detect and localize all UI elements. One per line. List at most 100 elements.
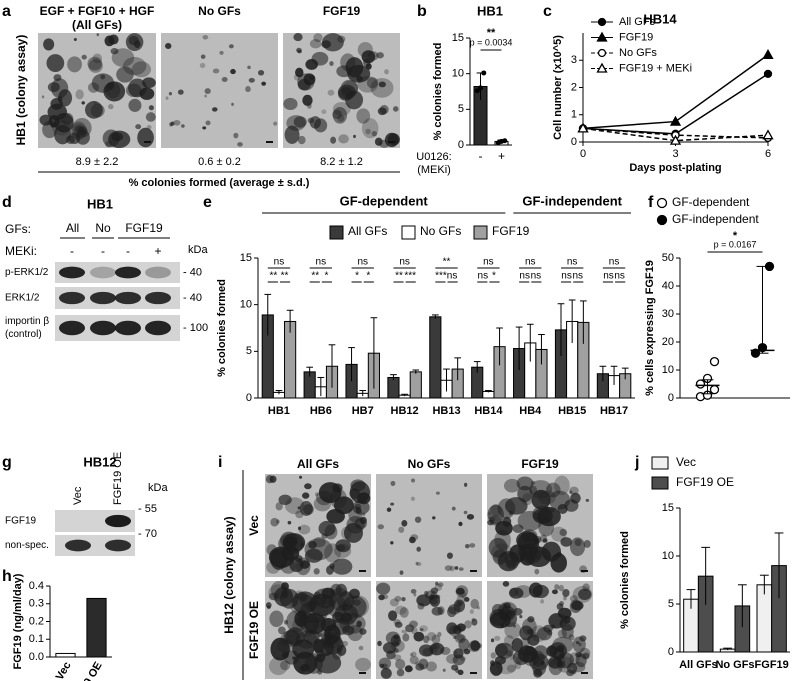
colony: [469, 543, 476, 548]
y-tick-label: 1: [571, 109, 577, 121]
colony: [313, 33, 323, 43]
legend-marker: [596, 31, 608, 42]
colony: [476, 606, 480, 610]
colony: [579, 635, 587, 642]
blot-band: [115, 320, 141, 336]
row-label: HB1 (colony assay): [14, 35, 28, 146]
colony: [88, 59, 103, 73]
legend-label: No GFs: [619, 47, 657, 59]
bar: [429, 316, 442, 399]
colony: [280, 660, 291, 671]
significance: *: [355, 271, 359, 282]
colony: [401, 519, 408, 527]
colony: [377, 640, 382, 647]
colony: [453, 648, 464, 659]
colony: [331, 558, 353, 575]
y-tick-label: 0.4: [29, 580, 44, 592]
panel-letter: h: [2, 568, 12, 585]
colony: [495, 642, 514, 659]
legend-label: All GFs: [619, 16, 656, 28]
blot-row-label: non-spec.: [5, 540, 49, 551]
bar: [284, 320, 297, 399]
colony: [312, 638, 325, 653]
significance: ***: [435, 271, 447, 282]
colony: [494, 529, 511, 551]
significance: ***: [404, 271, 416, 282]
colony: [502, 516, 512, 527]
colony: [81, 101, 85, 105]
colony: [332, 106, 348, 124]
colony: [413, 593, 417, 597]
colony: [297, 135, 306, 145]
lane-sign: +: [154, 244, 161, 258]
blot-band: [59, 291, 85, 305]
colony: [394, 140, 398, 144]
colony: [323, 633, 337, 646]
blot-band: [145, 291, 171, 305]
legend-label: Vec: [676, 455, 696, 469]
panel-letter: g: [2, 454, 12, 471]
blot-title: HB12: [83, 454, 116, 469]
colony: [314, 118, 328, 133]
colony: [415, 663, 425, 671]
significance: ns: [531, 271, 542, 282]
marker: [762, 48, 774, 59]
lane-sign: -: [126, 244, 130, 258]
row-label: FGF19 OE: [247, 601, 261, 659]
x-tick-label: 0: [580, 148, 586, 160]
colony: [393, 654, 402, 661]
colony: [313, 568, 320, 575]
blot-band: [115, 266, 141, 279]
colony: [401, 596, 406, 602]
row-header: GFs:: [5, 222, 31, 236]
colony: [108, 34, 119, 45]
colony: [519, 614, 523, 619]
colony: [394, 621, 403, 628]
legend-marker: [597, 48, 607, 58]
y-tick-label: 0: [458, 139, 464, 151]
x-tick-label: All GFs: [679, 659, 718, 671]
colony: [437, 582, 444, 587]
colony: [401, 629, 405, 634]
blot-row-label: importin β: [5, 316, 49, 327]
panel-letter: f: [648, 194, 654, 211]
colony: [359, 628, 367, 635]
significance: *: [492, 271, 496, 282]
marker: [669, 115, 682, 126]
colony: [453, 599, 466, 613]
colony: [43, 38, 55, 51]
y-axis-label: % colonies formed: [216, 279, 228, 377]
colony: [268, 546, 295, 568]
colony: [87, 56, 103, 71]
y-axis-label: % colonies formed: [619, 531, 631, 629]
x-tick-label: Vec: [54, 660, 74, 681]
colony: [409, 655, 419, 665]
colony: [50, 78, 69, 99]
colony: [490, 660, 495, 667]
colony: [546, 482, 561, 498]
panel-letter: j: [634, 454, 639, 471]
colony: [75, 129, 90, 145]
chart-title: HB1: [477, 3, 503, 18]
colony: [273, 121, 278, 126]
colony: [435, 594, 441, 599]
bar: [409, 371, 422, 399]
colony: [410, 534, 419, 541]
colony: [268, 592, 279, 601]
colony: [366, 77, 378, 89]
colony: [548, 656, 563, 669]
colony: [452, 625, 462, 635]
blot-band: [90, 266, 116, 279]
colony: [578, 588, 592, 601]
colony: [388, 610, 398, 621]
significance: **: [269, 271, 277, 282]
colony: [464, 597, 470, 602]
colony: [410, 496, 415, 501]
significance: **: [281, 271, 289, 282]
colony: [337, 35, 346, 43]
colony: [396, 668, 405, 677]
colony: [464, 620, 472, 629]
x-tick-label: HB1: [268, 405, 290, 417]
colony: [299, 475, 303, 479]
colony: [181, 124, 185, 128]
